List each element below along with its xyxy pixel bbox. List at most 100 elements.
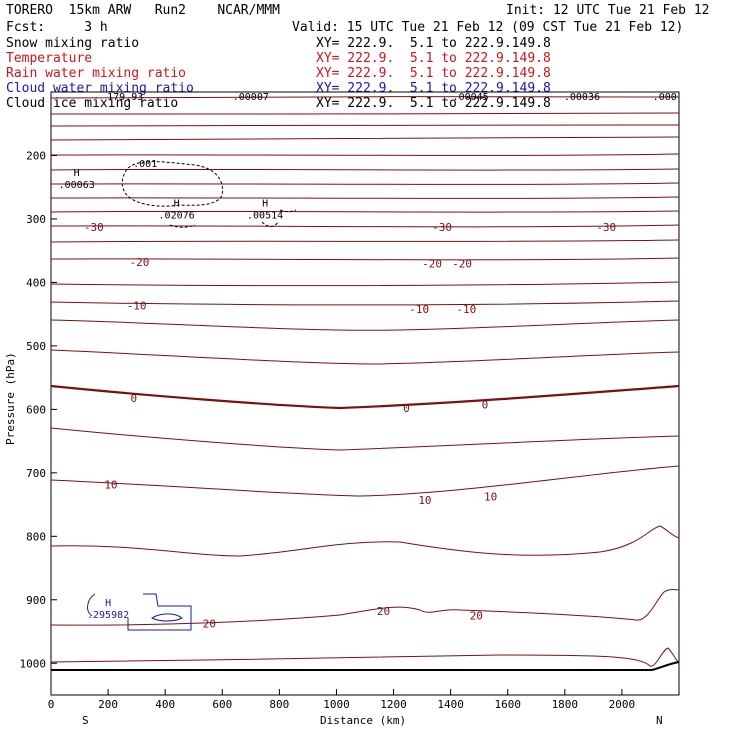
isotherm-line [50,281,680,287]
x-tick-label: 600 [212,698,232,711]
x-axis-title: Distance (km) [320,714,406,727]
legend-snow-xy: XY= 222.9. 5.1 to 222.9.149.8 [316,36,551,51]
cloud-water-contours [87,593,192,631]
isotherm-label: -20 [452,257,472,270]
isotherm-line [50,239,680,243]
legend-snow-label: Snow mixing ratio [6,36,140,51]
isotherm-label: 20 [377,605,390,618]
isotherm-line [50,153,680,156]
x-tick-label: 2000 [609,698,636,711]
isotherm-label: 10 [418,494,431,507]
extremum-value: .00514 [247,210,283,221]
legend-cloud-ice-label: Cloud ice mixing ratio [6,96,179,111]
isotherm-line [50,589,680,626]
x-tick-label: 1200 [380,698,407,711]
y-tick-label: 500 [26,340,46,353]
cloud-ice-contours [121,161,297,228]
init-time: Init: 12 UTC Tue 21 Feb 12 [506,3,710,18]
x-tick-label: 1400 [437,698,464,711]
y-tick-label: 1000 [20,657,47,670]
terrain-line [640,661,680,671]
model-title: TORERO 15km ARW Run2 NCAR/MMM [6,3,280,18]
y-tick-label: 200 [26,149,46,162]
legend-temperature-label: Temperature [6,51,93,66]
legend-rain-label: Rain water mixing ratio [6,66,187,81]
contour-label: .001 [133,159,157,170]
isotherm-label: -10 [127,299,147,312]
isotherm-label: -30 [432,221,452,234]
legend-rain-xy: XY= 222.9. 5.1 to 222.9.149.8 [316,66,551,81]
top-edge-label: 179.93 [107,92,143,103]
isotherm-label: 20 [470,610,483,623]
y-axis-title: Pressure (hPa) [4,352,17,445]
top-edge-label: .000 [653,92,677,103]
isotherm-label: -30 [84,221,104,234]
x-tick-label: 1000 [323,698,350,711]
extremum-mark: H [262,198,268,209]
extremum-value: .295982 [87,610,129,621]
cloud-water-contour [127,593,192,631]
isotherm-label: 0 [403,402,410,415]
forecast-hour: Fcst: 3 h [6,20,108,35]
y-tick-label: 800 [26,530,46,543]
extremum-value: .00063 [59,180,95,191]
isotherm-line [50,465,680,497]
x-axis-left-end-label: S [82,714,89,727]
isotherm-line [50,196,680,199]
isotherm-label: -20 [130,256,150,269]
x-tick-label: 1800 [552,698,579,711]
isotherm-line [50,96,680,99]
isotherm-label: 0 [130,392,137,405]
extremum-value: .02076 [159,210,195,221]
isotherm-label: -10 [456,303,476,316]
cloud-ice-contour [279,209,297,212]
isotherm-line [50,319,680,331]
isotherm-line [50,647,680,667]
top-edge-label: .00045 [453,92,489,103]
isotherm-line [50,210,680,213]
isotherm-line [50,525,680,557]
top-edge-label: .00007 [233,92,269,103]
x-tick-label: 0 [48,698,55,711]
isotherm-line [50,257,680,261]
isotherm-label: -30 [596,221,616,234]
x-tick-label: 400 [155,698,175,711]
temperature-labels: -30 -30 -30 -20 -20 -20 -10 -10 -10 0 0 0 10 10 10 20 20… [84,221,616,630]
extremum-mark: H [74,168,80,179]
cloud-water-contour [87,593,96,617]
y-tick-label: 400 [26,276,46,289]
y-tick-label: 900 [26,594,46,607]
extremum-mark: H [105,598,111,609]
isotherm-line [50,182,680,185]
legend-temperature-xy: XY= 222.9. 5.1 to 222.9.149.8 [316,51,551,66]
isotherm-label: 10 [484,490,497,503]
isotherm-line [50,384,680,410]
cloud-ice-contour [261,221,279,227]
y-tick-label: 300 [26,213,46,226]
x-tick-label: 200 [98,698,118,711]
isotherm-line [50,136,680,141]
x-tick-label: 800 [269,698,289,711]
x-axis-right-end-label: N [656,714,663,727]
isotherm-line [50,427,680,451]
isotherm-label: 0 [482,398,489,411]
isotherm-line [50,349,680,365]
x-axis-ticks: 0 200 400 600 800 1000 1200 1400 1600 1800 2000 [48,689,635,711]
top-edge-label: .00036 [564,92,600,103]
isotherm-line [50,112,680,115]
x-tick-label: 1600 [494,698,521,711]
top-edge-labels: 179.93 .00007 .00045 .00036 .000 [107,92,677,103]
isotherm-label: 20 [203,617,216,630]
isotherm-line [50,124,680,127]
isotherm-label: -20 [422,257,442,270]
isotherm-line [50,168,680,171]
y-axis-ticks: 200 300 400 500 600 700 800 900 1000 [20,149,57,670]
isotherm-lines [50,96,680,667]
valid-time: Valid: 15 UTC Tue 21 Feb 12 (09 CST Tue … [292,20,684,35]
isotherm-line [50,224,680,228]
isotherm-line [50,300,680,306]
cloud-ice-contour [169,224,196,228]
cloud-water-contour [150,613,183,622]
